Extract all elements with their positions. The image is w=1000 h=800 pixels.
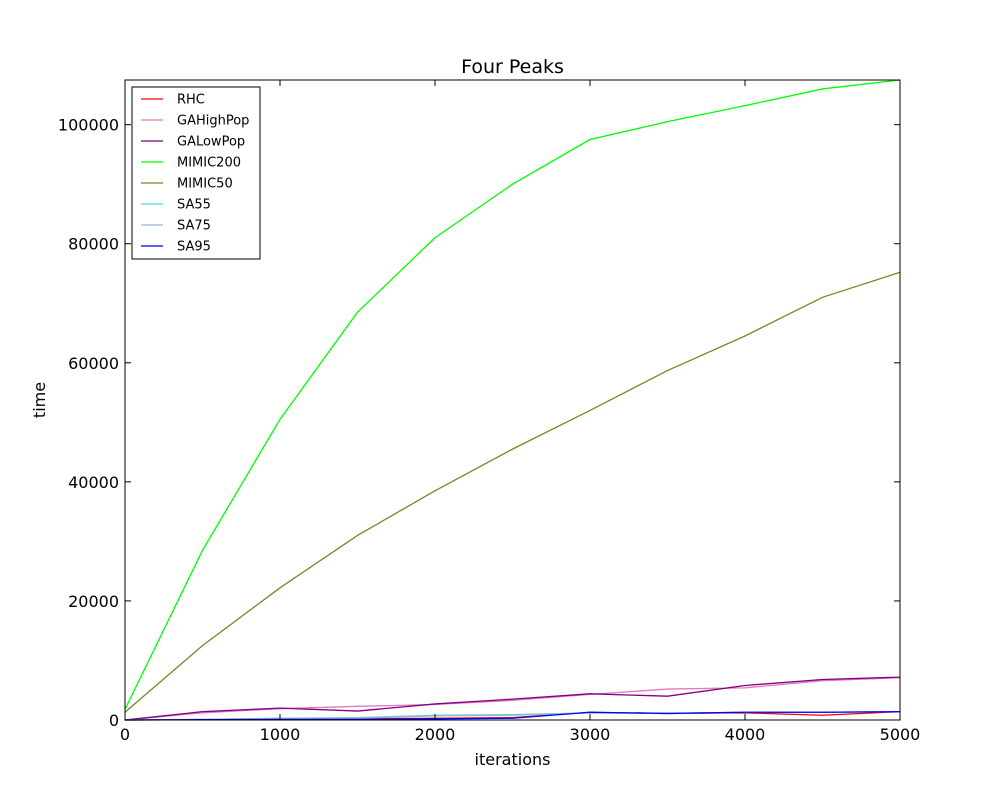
legend-label-galowpop: GALowPop <box>177 135 245 150</box>
y-axis-label: time <box>30 382 49 418</box>
legend-label-sa55: SA55 <box>177 198 211 213</box>
axis-ticks: 0 1000 2000 3000 4000 5000 0 20000 40000 60000 800… <box>58 80 920 744</box>
y-tick-label: 60000 <box>68 354 119 373</box>
legend-label-gahighpop: GAHighPop <box>177 114 249 129</box>
legend-label-rhc: RHC <box>177 93 205 108</box>
legend-box <box>131 86 261 260</box>
y-tick-label: 20000 <box>68 592 119 611</box>
x-tick-label: 0 <box>120 725 130 744</box>
x-tick-label: 2000 <box>415 725 456 744</box>
legend: RHC GAHighPop GALowPop MIMIC200 MIMIC50 SA55 S… <box>131 86 261 260</box>
x-tick-label: 4000 <box>725 725 766 744</box>
x-tick-label: 1000 <box>260 725 301 744</box>
series-line-galowpop <box>124 676 901 721</box>
x-axis-label: iterations <box>475 750 551 769</box>
y-tick-label: 80000 <box>68 235 119 254</box>
legend-label-mimic200: MIMIC200 <box>177 156 241 171</box>
series-line-mimic200 <box>124 79 901 710</box>
series-line-gahighpop <box>124 677 901 721</box>
y-tick-label: 0 <box>109 711 119 730</box>
legend-label-sa75: SA75 <box>177 219 211 234</box>
x-tick-label: 3000 <box>570 725 611 744</box>
x-tick-label: 5000 <box>880 725 921 744</box>
legend-label-sa95: SA95 <box>177 240 211 255</box>
plot-frame <box>124 79 901 721</box>
y-tick-label: 100000 <box>58 116 119 135</box>
legend-label-mimic50: MIMIC50 <box>177 177 233 192</box>
chart-title: Four Peaks <box>461 56 564 78</box>
series-line-mimic50 <box>124 271 901 713</box>
y-tick-label: 40000 <box>68 473 119 492</box>
